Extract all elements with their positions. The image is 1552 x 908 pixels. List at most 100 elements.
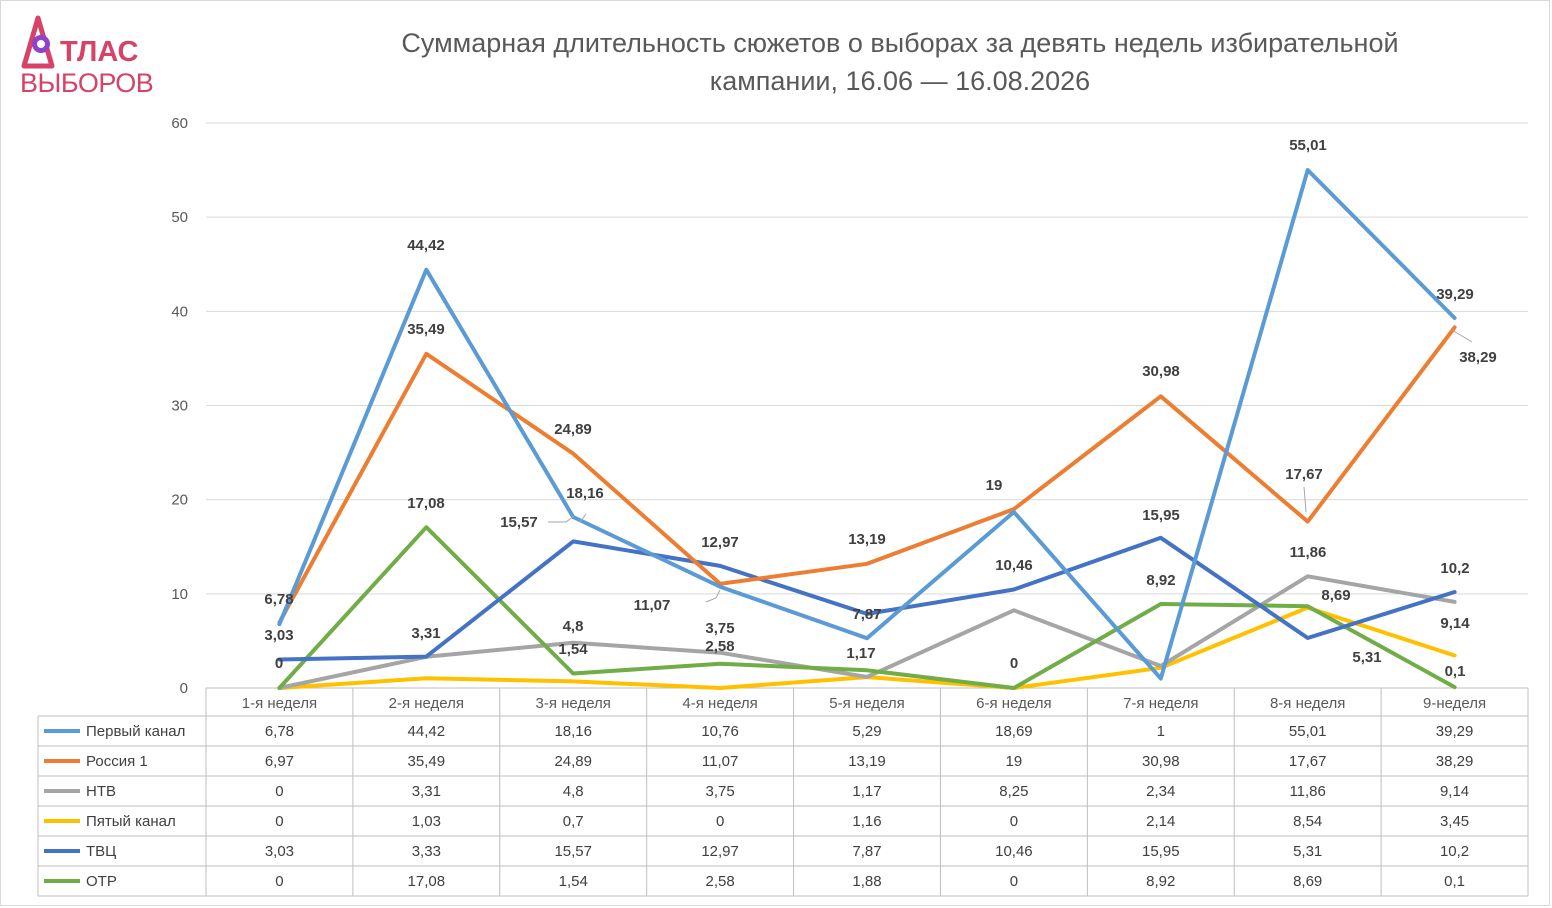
data-label: 19 <box>986 477 1003 494</box>
data-label: 3,03 <box>264 627 293 644</box>
data-label-leader <box>705 589 721 603</box>
data-label: 30,98 <box>1142 363 1180 380</box>
table-cell: 24,89 <box>554 753 592 770</box>
table-cell: 0 <box>1010 813 1018 830</box>
data-label: 15,95 <box>1142 507 1180 524</box>
y-tick-label: 0 <box>180 680 188 697</box>
table-cell: 55,01 <box>1289 723 1327 740</box>
table-cell: 1,16 <box>852 813 881 830</box>
table-cell: 2,58 <box>706 873 735 890</box>
data-label: 39,29 <box>1436 286 1474 303</box>
data-label: 0,1 <box>1445 663 1466 680</box>
table-cell: 1,17 <box>852 783 881 800</box>
table-cell: 8,69 <box>1293 873 1322 890</box>
table-cell: 1,54 <box>559 873 588 890</box>
y-tick-label: 60 <box>171 115 188 132</box>
table-cell: 2,14 <box>1146 813 1175 830</box>
table-cell: 3,31 <box>412 783 441 800</box>
x-category-label: 4-я неделя <box>682 695 757 712</box>
x-category-label: 3-я неделя <box>536 695 611 712</box>
data-label: 12,97 <box>701 534 739 551</box>
data-label: 11,86 <box>1290 544 1327 561</box>
data-label: 4,8 <box>563 618 584 635</box>
table-cell: 13,19 <box>848 753 886 770</box>
x-category-label: 8-я неделя <box>1270 695 1345 712</box>
chart-title-line-1: Суммарная длительность сюжетов о выборах… <box>401 28 1399 58</box>
legend-series-name: Пятый канал <box>86 813 176 830</box>
table-cell: 0,7 <box>563 813 584 830</box>
table-cell: 9,14 <box>1440 783 1469 800</box>
table-cell: 0 <box>1010 873 1018 890</box>
logo-emblem-icon <box>21 15 55 69</box>
data-label: 0 <box>1010 655 1018 672</box>
atlas-logo: ТЛАС ВЫБОРОВ <box>16 14 156 98</box>
data-label: 2,58 <box>705 638 734 655</box>
table-cell: 18,69 <box>995 723 1033 740</box>
x-category-label: 9-неделя <box>1423 695 1486 712</box>
data-label-leader <box>1303 486 1307 513</box>
chart-title: Суммарная длительность сюжетов о выборах… <box>300 24 1500 100</box>
data-label: 8,69 <box>1321 587 1350 604</box>
x-category-label: 6-я неделя <box>976 695 1051 712</box>
table-cell: 10,76 <box>701 723 739 740</box>
table-cell: 30,98 <box>1142 753 1180 770</box>
table-cell: 2,34 <box>1146 783 1175 800</box>
y-tick-label: 20 <box>171 492 188 509</box>
data-label: 7,87 <box>852 606 881 623</box>
table-cell: 6,78 <box>265 723 294 740</box>
table-cell: 3,33 <box>412 843 441 860</box>
table-cell: 38,29 <box>1436 753 1474 770</box>
table-cell: 8,92 <box>1146 873 1175 890</box>
data-label: 15,57 <box>500 514 538 531</box>
table-cell: 1,88 <box>852 873 881 890</box>
table-cell: 8,54 <box>1293 813 1322 830</box>
legend-series-name: Первый канал <box>86 723 185 740</box>
table-cell: 15,95 <box>1142 843 1180 860</box>
table-cell: 0 <box>275 783 283 800</box>
y-tick-label: 10 <box>171 586 188 603</box>
logo-text-top: ТЛАС <box>60 36 139 68</box>
legend-series-name: НТВ <box>86 783 116 800</box>
table-cell: 4,8 <box>563 783 584 800</box>
chart-title-line-2: кампании, 16.06 — 16.08.2026 <box>709 66 1091 96</box>
table-cell: 18,16 <box>554 723 592 740</box>
data-label: 10,46 <box>995 557 1033 574</box>
table-cell: 0 <box>716 813 724 830</box>
data-label: 1,17 <box>846 645 875 662</box>
data-label: 11,07 <box>634 597 671 614</box>
data-label: 3,75 <box>705 620 734 637</box>
table-cell: 12,97 <box>701 843 739 860</box>
data-label: 8,92 <box>1146 572 1175 589</box>
table-cell: 3,75 <box>706 783 735 800</box>
table-cell: 6,97 <box>265 753 294 770</box>
table-cell: 5,29 <box>852 723 881 740</box>
x-category-label: 7-я неделя <box>1123 695 1198 712</box>
x-category-label: 2-я неделя <box>389 695 464 712</box>
x-category-label: 1-я неделя <box>242 695 317 712</box>
data-label: 0 <box>275 655 283 672</box>
y-tick-label: 40 <box>171 303 188 320</box>
data-label: 13,19 <box>848 531 886 548</box>
table-cell: 7,87 <box>852 843 881 860</box>
table-cell: 3,03 <box>265 843 294 860</box>
data-label-leader <box>579 513 587 523</box>
data-label: 5,31 <box>1352 649 1381 666</box>
table-cell: 11,07 <box>702 753 738 770</box>
data-table: 1-я неделя 2-я неделя 3-я неделя 4-я неделя… <box>37 687 1529 897</box>
data-label: 55,01 <box>1289 137 1327 154</box>
legend-series-name: ТВЦ <box>86 843 116 860</box>
series-line <box>277 325 1457 625</box>
data-label: 1,54 <box>558 641 588 658</box>
table-cell: 11,86 <box>1289 783 1325 800</box>
y-tick-label: 30 <box>171 398 188 415</box>
table-cell: 10,46 <box>995 843 1033 860</box>
table-cell: 17,67 <box>1289 753 1327 770</box>
data-label: 10,2 <box>1440 560 1469 577</box>
table-cell: 35,49 <box>408 753 446 770</box>
data-label: 17,67 <box>1285 466 1323 483</box>
y-tick-label: 50 <box>171 209 188 226</box>
table-cell: 0 <box>275 813 283 830</box>
table-cell: 17,08 <box>408 873 446 890</box>
